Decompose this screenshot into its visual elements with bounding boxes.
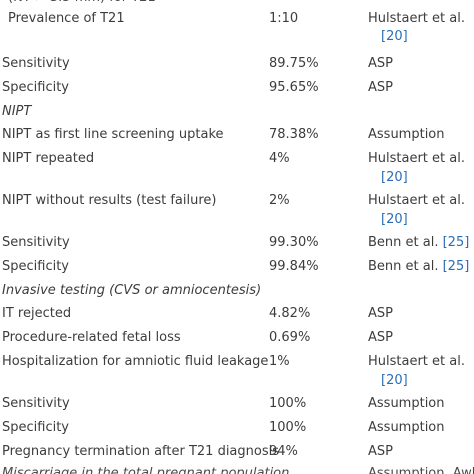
param-source: ASP: [368, 56, 393, 71]
table-row: Specificity 95.65% ASP: [0, 77, 474, 99]
reference-link[interactable]: [25]: [442, 235, 470, 250]
param-label: Specificity: [2, 259, 69, 274]
param-label: NIPT repeated: [2, 151, 95, 166]
param-value: 89.75%: [269, 56, 319, 71]
param-value: 94%: [269, 444, 298, 459]
param-label: Specificity: [2, 80, 69, 95]
table-row: NIPT as first line screening uptake 78.3…: [0, 124, 474, 146]
param-source: Assumption: [368, 396, 445, 411]
param-value: 95.65%: [269, 80, 319, 95]
param-source: Benn et al. [25]: [368, 235, 470, 250]
param-value: 0.69%: [269, 330, 311, 345]
param-source: Hulstaert et al.: [368, 354, 465, 369]
param-value: 4.82%: [269, 306, 311, 321]
row-fragment-bottom-right: Assumption, Awk: [368, 466, 474, 474]
row-fragment-top: (NT > 3.5 mm) for T21: [8, 0, 156, 9]
reference-link[interactable]: [20]: [381, 29, 408, 44]
section-header: NIPT: [0, 101, 474, 123]
param-source: ASP: [368, 330, 393, 345]
section-title: NIPT: [2, 104, 32, 119]
table-row-continuation: [20]: [0, 370, 474, 392]
param-label: Prevalence of T21: [8, 11, 125, 26]
param-value: 100%: [269, 420, 307, 435]
param-value: 4%: [269, 151, 290, 166]
table-row: Hospitalization for amniotic fluid leaka…: [0, 351, 474, 373]
table-row: NIPT without results (test failure) 2% H…: [0, 190, 474, 212]
param-source: ASP: [368, 80, 393, 95]
table-row: Sensitivity 99.30% Benn et al. [25]: [0, 232, 474, 254]
param-label: NIPT without results (test failure): [2, 193, 217, 208]
table-row: Sensitivity 89.75% ASP: [0, 53, 474, 75]
param-value: 78.38%: [269, 127, 319, 142]
reference-link[interactable]: [20]: [381, 170, 408, 185]
param-source: Hulstaert et al.: [368, 151, 465, 166]
param-value: 100%: [269, 396, 307, 411]
param-label: Pregnancy termination after T21 diagnosi…: [2, 444, 279, 459]
param-label: Sensitivity: [2, 235, 70, 250]
param-label: Sensitivity: [2, 396, 70, 411]
param-label: Procedure-related fetal loss: [2, 330, 181, 345]
table-row: Procedure-related fetal loss 0.69% ASP: [0, 327, 474, 349]
param-value: 99.84%: [269, 259, 319, 274]
param-label: Sensitivity: [2, 56, 70, 71]
param-source: Benn et al. [25]: [368, 259, 470, 274]
table-row: Sensitivity 100% Assumption: [0, 393, 474, 415]
param-label: IT rejected: [2, 306, 72, 321]
reference-link[interactable]: [25]: [442, 259, 470, 274]
param-value: 1%: [269, 354, 290, 369]
param-source: Assumption: [368, 127, 445, 142]
table-row: Pregnancy termination after T21 diagnosi…: [0, 441, 474, 463]
param-label: NIPT as first line screening uptake: [2, 127, 224, 142]
section-header: Invasive testing (CVS or amniocentesis): [0, 280, 474, 302]
param-source: Assumption: [368, 420, 445, 435]
param-source: Hulstaert et al.: [368, 193, 465, 208]
table-row: Prevalence of T21 1:10 Hulstaert et al.: [0, 8, 474, 30]
table-row-clipped-top: (NT > 3.5 mm) for T21: [0, 0, 474, 9]
param-label: Specificity: [2, 420, 69, 435]
table-row: Specificity 100% Assumption: [0, 417, 474, 439]
reference-link[interactable]: [20]: [381, 212, 408, 227]
param-source: Hulstaert et al.: [368, 11, 465, 26]
table-row-continuation: [20]: [0, 26, 474, 48]
param-source: ASP: [368, 444, 393, 459]
table-row-clipped-bottom: Miscarriage in the total pregnant popula…: [0, 463, 474, 474]
table-row-continuation: [20]: [0, 209, 474, 231]
param-source: ASP: [368, 306, 393, 321]
row-fragment-bottom-left: Miscarriage in the total pregnant popula…: [2, 466, 290, 474]
table-row: Specificity 99.84% Benn et al. [25]: [0, 256, 474, 278]
table-row: IT rejected 4.82% ASP: [0, 303, 474, 325]
section-title: Invasive testing (CVS or amniocentesis): [2, 283, 262, 298]
reference-link[interactable]: [20]: [381, 373, 408, 388]
param-value: 99.30%: [269, 235, 319, 250]
param-value: 1:10: [269, 11, 299, 26]
param-value: 2%: [269, 193, 290, 208]
table-row: NIPT repeated 4% Hulstaert et al.: [0, 148, 474, 170]
param-label: Hospitalization for amniotic fluid leaka…: [2, 354, 269, 369]
table-row-continuation: [20]: [0, 167, 474, 189]
